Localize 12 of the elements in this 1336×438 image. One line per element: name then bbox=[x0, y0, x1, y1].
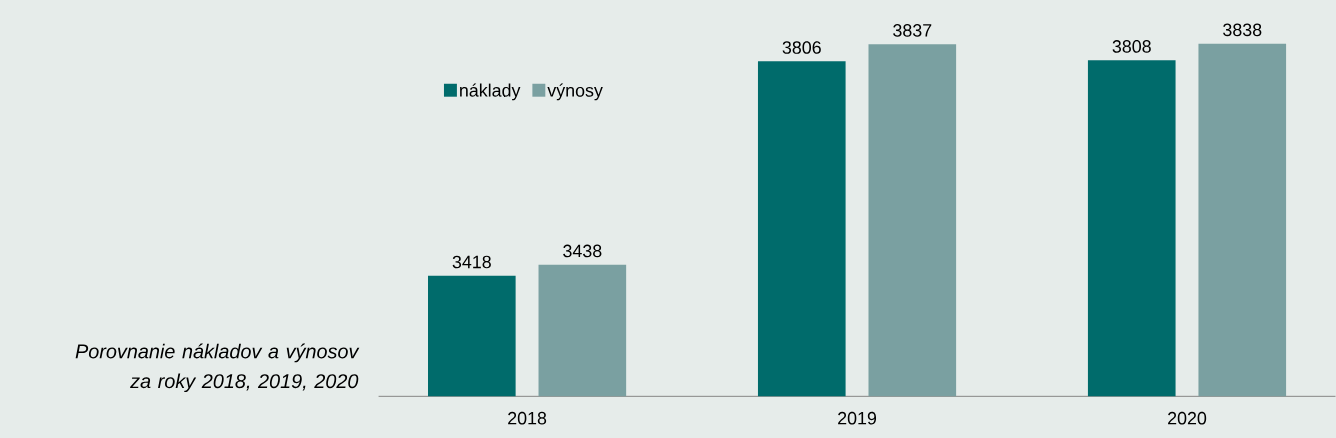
data-label: 3808 bbox=[1112, 40, 1151, 53]
x-tick-label: 2018 bbox=[508, 411, 547, 425]
data-label: 3806 bbox=[782, 41, 821, 54]
data-label: 3837 bbox=[893, 24, 932, 37]
legend-label: náklady bbox=[460, 83, 521, 101]
data-label: 3838 bbox=[1223, 23, 1262, 37]
text: Porovnanie nákladov a výnosov za roky 2018, 2019, 2020 bbox=[75, 343, 360, 393]
x-tick-label: 2019 bbox=[838, 411, 877, 425]
legend-label: výnosy bbox=[547, 83, 603, 101]
data-label: 3438 bbox=[563, 244, 602, 258]
data-label: 3418 bbox=[452, 255, 491, 269]
x-tick-label: 2020 bbox=[1168, 411, 1207, 425]
